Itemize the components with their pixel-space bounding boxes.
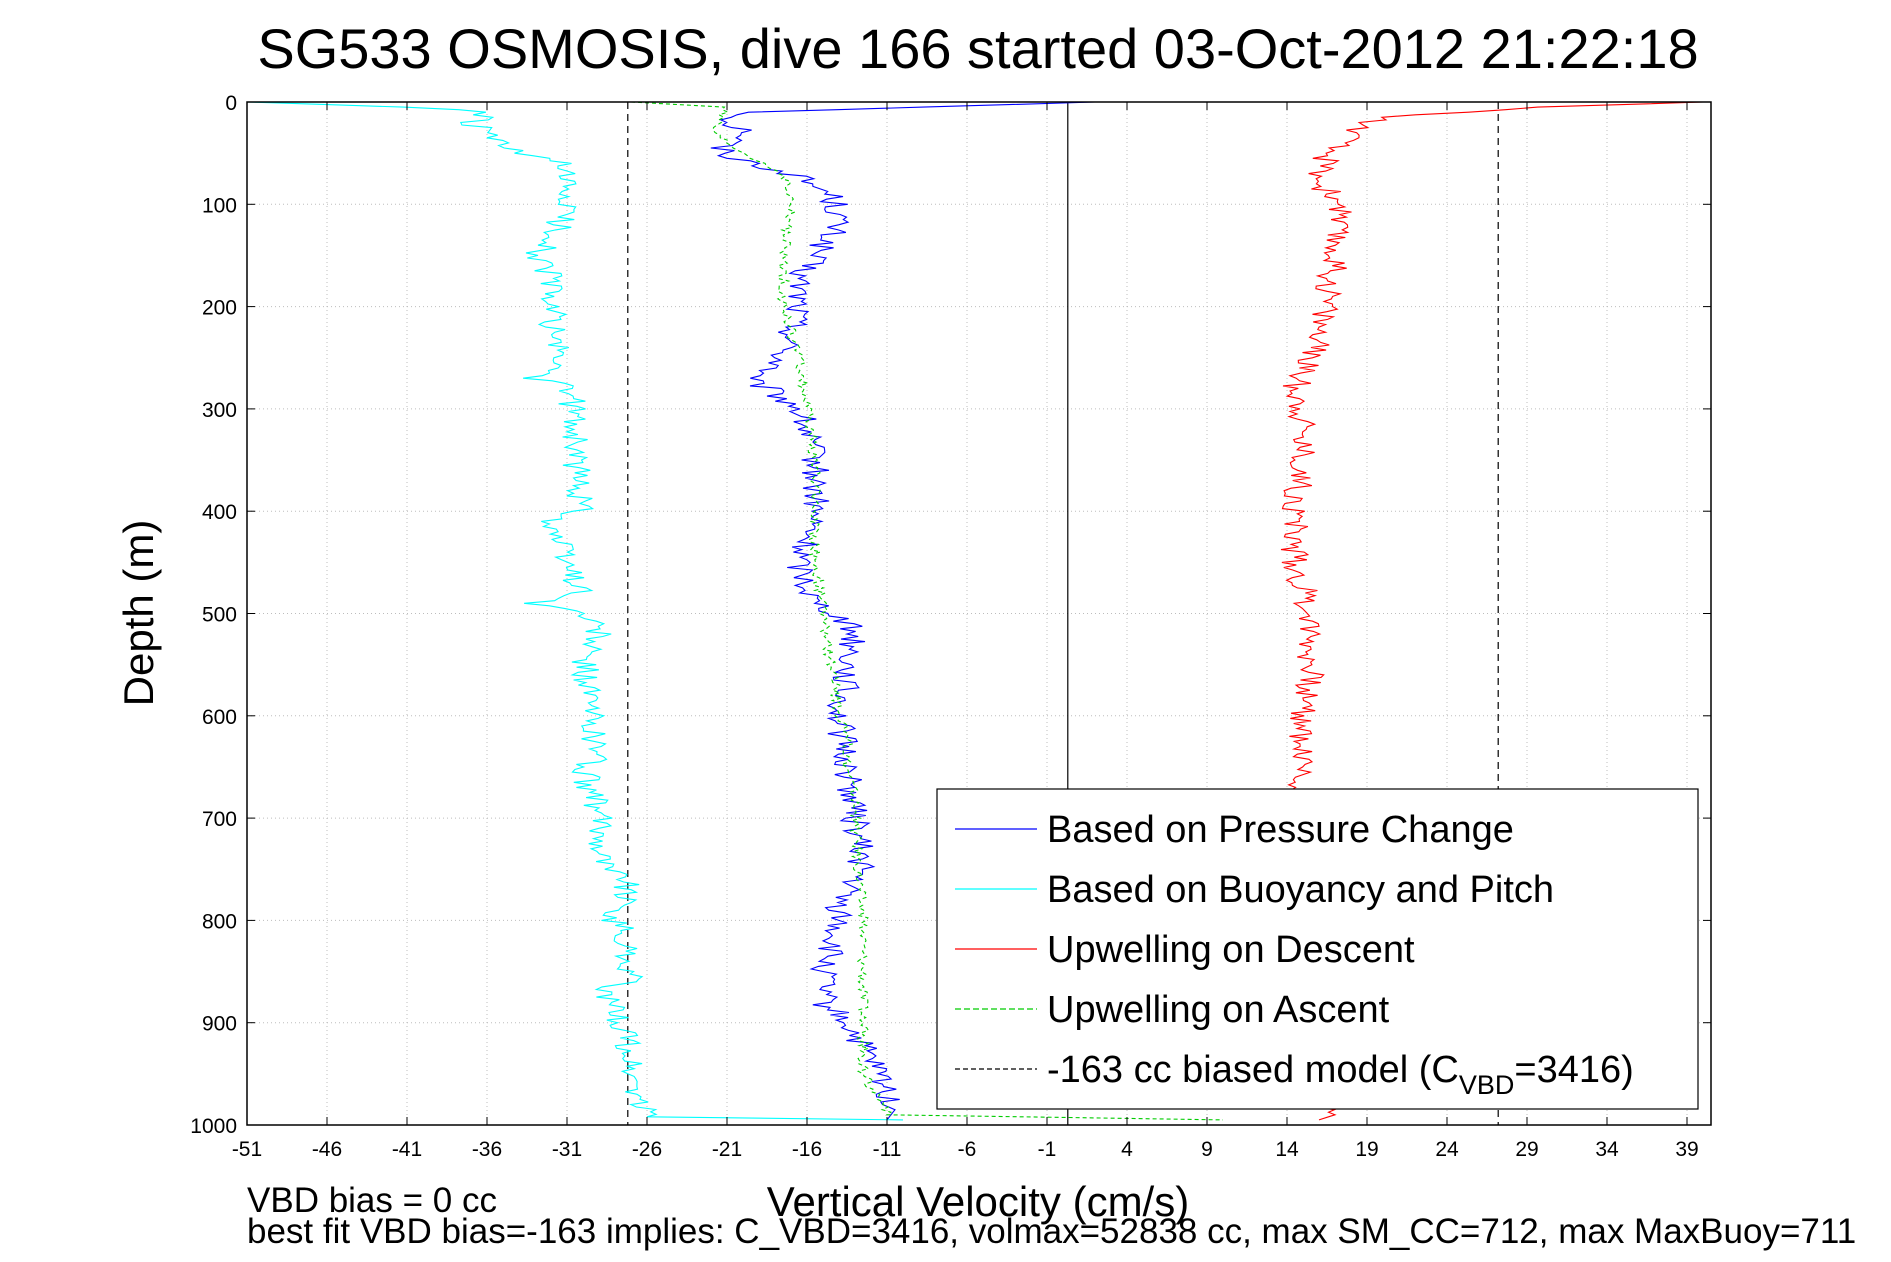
x-tick-label: -46	[312, 1138, 342, 1161]
legend-label: Based on Pressure Change	[1047, 809, 1514, 851]
y-tick-label: 400	[202, 501, 237, 524]
x-axis-label: Vertical Velocity (cm/s)	[767, 1178, 1189, 1225]
x-tick-label: -6	[958, 1138, 977, 1161]
y-tick-label: 500	[202, 604, 237, 627]
y-tick-label: 800	[202, 910, 237, 933]
x-tick-label: 29	[1515, 1138, 1538, 1161]
x-tick-label: -11	[873, 1138, 902, 1161]
x-tick-label: -1	[1038, 1138, 1057, 1161]
y-tick-label: 900	[202, 1013, 237, 1036]
x-tick-label: 4	[1121, 1138, 1133, 1161]
x-tick-label: -41	[392, 1138, 422, 1161]
legend-label: Based on Buoyancy and Pitch	[1047, 869, 1554, 911]
chart-title: SG533 OSMOSIS, dive 166 started 03-Oct-2…	[257, 17, 1698, 80]
x-tick-label: -36	[472, 1138, 502, 1161]
x-tick-label: 9	[1201, 1138, 1213, 1161]
legend-label: Upwelling on Descent	[1047, 929, 1415, 971]
footer-vbd-bias: VBD bias = 0 cc	[247, 1181, 497, 1220]
series-line-4	[630, 101, 1224, 1121]
y-tick-label: 700	[202, 808, 237, 831]
legend: Based on Pressure Change Based on Buoyanc…	[936, 788, 1699, 1110]
x-tick-label: -31	[552, 1138, 582, 1161]
y-tick-label: 1000	[190, 1115, 237, 1138]
y-axis-ticks: 0 100 200 300 400 500 600 700 800 900 1000	[190, 92, 1711, 1138]
x-axis-ticks: -51 -46 -41 -36 -31 -26 -21 -16 -11 -6 -1 4 9 14 19 24 2…	[232, 102, 1699, 1161]
y-tick-label: 0	[225, 92, 237, 115]
x-tick-label: -26	[632, 1138, 662, 1161]
legend-label: -163 cc biased model (CVBD=3416)	[1047, 1049, 1634, 1100]
footer-best-fit: best fit VBD bias=-163 implies: C_VBD=34…	[247, 1212, 1856, 1251]
series-line-2	[246, 101, 904, 1121]
x-tick-label: 14	[1275, 1138, 1299, 1161]
x-tick-label: -16	[792, 1138, 822, 1161]
x-tick-label: 24	[1435, 1138, 1459, 1161]
y-axis-label: Depth (m)	[115, 520, 162, 707]
x-tick-label: -21	[712, 1138, 742, 1161]
x-tick-label: -51	[232, 1138, 262, 1161]
y-tick-label: 600	[202, 706, 237, 729]
legend-label: Upwelling on Ascent	[1047, 989, 1390, 1031]
series-line-1	[710, 101, 1096, 1121]
x-tick-label: 34	[1595, 1138, 1619, 1161]
legend-box	[936, 788, 1699, 1110]
y-tick-label: 200	[202, 297, 237, 320]
y-tick-label: 100	[202, 194, 237, 217]
y-tick-label: 300	[202, 399, 237, 422]
x-tick-label: 19	[1355, 1138, 1378, 1161]
x-tick-label: 39	[1675, 1138, 1698, 1161]
